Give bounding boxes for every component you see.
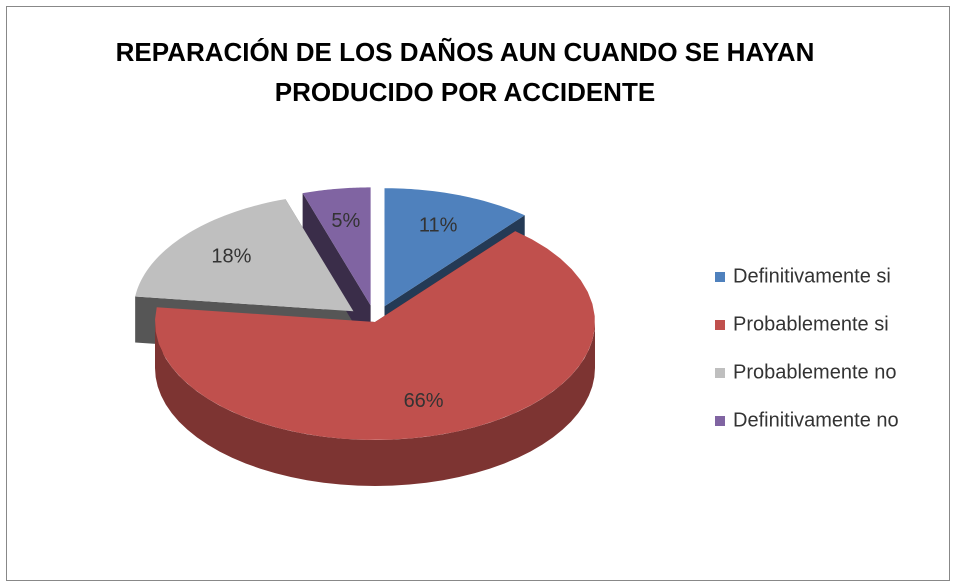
- legend-label: Probablemente no: [733, 361, 896, 383]
- legend-swatch: [715, 416, 725, 426]
- chart-title: REPARACIÓN DE LOS DAÑOS AUN CUANDO SE HA…: [115, 37, 815, 107]
- legend-swatch: [715, 368, 725, 378]
- slice: [384, 188, 525, 307]
- data-label: 18%: [211, 245, 251, 267]
- slice-side: [302, 193, 371, 352]
- chart-frame: [6, 6, 950, 581]
- data-label: 5%: [331, 210, 360, 232]
- legend-swatch: [715, 272, 725, 282]
- slice: [135, 199, 354, 312]
- slice: [155, 231, 595, 440]
- data-label: 11%: [419, 215, 458, 237]
- slice-wall: [155, 322, 595, 486]
- legend-label: Probablemente si: [733, 313, 889, 335]
- legend-label: Definitivamente no: [733, 409, 899, 431]
- legend-swatch: [715, 320, 725, 330]
- legend-label: Definitivamente si: [733, 265, 891, 287]
- data-label: 66%: [404, 390, 444, 412]
- slice-tops: [135, 187, 595, 440]
- slice: [302, 187, 371, 306]
